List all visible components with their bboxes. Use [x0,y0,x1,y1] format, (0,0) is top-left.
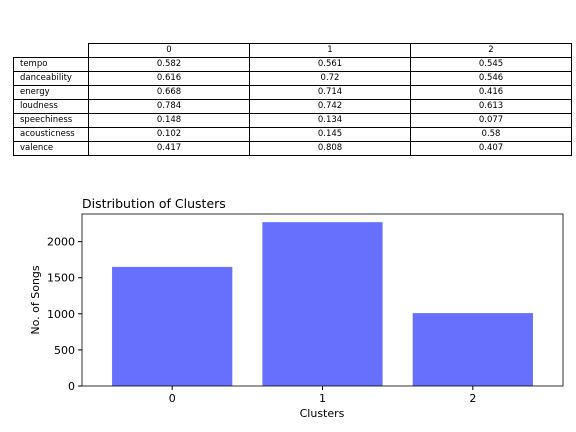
bar-cluster-1 [262,222,382,386]
y-tick-label: 1500 [47,272,75,285]
x-tick-label: 2 [469,392,476,405]
y-tick-label: 1000 [47,308,75,321]
chart-title: Distribution of Clusters [82,196,226,211]
bar-cluster-0 [112,267,232,386]
y-tick-label: 0 [68,380,75,393]
bar-cluster-2 [413,313,533,386]
y-tick-label: 500 [54,344,75,357]
x-tick-label: 0 [169,392,176,405]
y-axis-label: No. of Songs [29,265,42,335]
x-axis-label: Clusters [300,407,345,420]
x-tick-label: 1 [319,392,326,405]
y-tick-label: 2000 [47,236,75,249]
